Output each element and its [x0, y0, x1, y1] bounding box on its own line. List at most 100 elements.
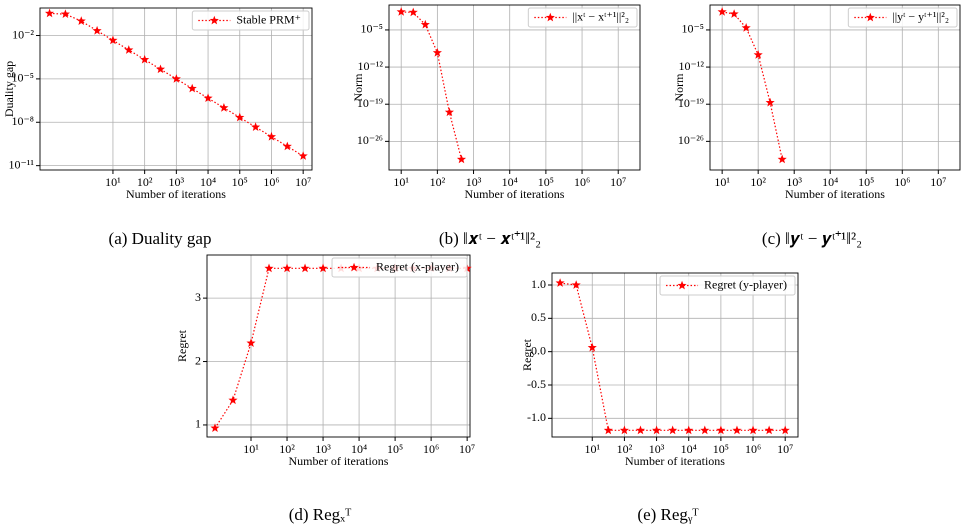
point-marker [748, 425, 758, 435]
x-tick-label: 10⁴ [822, 175, 838, 189]
point-marker [396, 7, 406, 16]
x-tick-label: 10⁴ [502, 175, 518, 189]
legend-box [331, 257, 468, 278]
y-tick-label: 10⁻¹¹ [8, 157, 34, 171]
x-tick-label: 10¹ [584, 442, 600, 456]
y-tick-label: 2 [195, 353, 201, 367]
x-tick-label: 10² [617, 442, 633, 456]
legend: ||yᵗ − yᵗ⁺¹||²₂ [847, 7, 958, 28]
x-tick-label: 10⁶ [423, 442, 439, 456]
legend-box [659, 275, 796, 296]
chart: 10¹ 10² 10³ 10⁴ 10⁵ 10⁶ 10⁷ 10⁻⁵ 10⁻¹² 10⁻¹⁹ 10⁻²⁶… [672, 4, 961, 248]
chart: 10¹ 10² 10³ 10⁴ 10⁵ 10⁶ 10⁷ 1 2 3 Number of iterat… [175, 254, 475, 524]
y-tick-label: 0.0 [531, 343, 546, 357]
y-tick-label: -1.0 [527, 410, 546, 424]
y-tick-label: 10⁻² [12, 27, 34, 41]
legend-label: Stable PRM⁺ [236, 12, 301, 26]
plot-frame [388, 4, 641, 171]
x-axis-label: Number of iterations [785, 187, 885, 201]
legend-label: Regret (y-player) [704, 277, 787, 291]
point-marker [456, 154, 467, 164]
point-marker [780, 425, 790, 435]
chart: 10¹ 10² 10³ 10⁴ 10⁵ 10⁶ 10⁷ 10⁻² 10⁻⁵ 10⁻⁸ 10⁻¹¹ Nu… [2, 7, 313, 248]
point-marker [684, 425, 694, 435]
point-marker [203, 93, 213, 103]
caption: (a) Duality gap [109, 229, 212, 248]
x-tick-label: 10⁶ [894, 175, 910, 189]
point-marker [732, 425, 742, 435]
point-marker [717, 7, 727, 16]
legend-marker [545, 12, 555, 22]
x-tick-label: 10⁵ [232, 175, 248, 189]
x-tick-label: 10³ [315, 442, 331, 456]
point-marker [729, 9, 739, 18]
x-tick-label: 10¹ [393, 175, 409, 189]
point-marker [777, 154, 787, 164]
point-marker [420, 19, 430, 29]
plot-frame [551, 272, 799, 438]
x-tick-label: 10⁶ [574, 175, 590, 189]
x-tick-label: 10¹ [243, 442, 259, 456]
x-tick-label: 10⁴ [351, 442, 367, 456]
legend-label: ||xᵗ − xᵗ⁺¹||²₂ [572, 9, 629, 23]
point-marker [266, 131, 277, 141]
point-marker [298, 151, 308, 160]
x-axis-label: Number of iterations [625, 454, 725, 468]
y-tick-label: 10⁻⁸ [11, 114, 34, 128]
x-tick-label: 10³ [649, 442, 665, 456]
y-tick-label: 1 [195, 417, 201, 431]
x-tick-label: 10² [430, 175, 446, 189]
point-marker [44, 8, 55, 18]
x-axis-label: Number of iterations [126, 187, 226, 201]
x-axis-label: Number of iterations [289, 454, 389, 468]
point-marker [555, 278, 565, 287]
y-tick-label: 10⁻¹⁹ [357, 96, 383, 110]
point-marker [444, 107, 454, 117]
point-marker [124, 45, 134, 54]
legend-marker [677, 280, 687, 290]
point-marker [251, 122, 261, 131]
x-axis-label: Number of iterations [465, 187, 565, 201]
x-tick-label: 10⁴ [200, 175, 216, 189]
point-marker [635, 425, 646, 435]
x-tick-label: 10⁷ [930, 175, 946, 189]
y-tick-label: 10⁻¹² [678, 59, 704, 73]
x-tick-label: 10⁶ [745, 442, 761, 456]
point-marker [187, 83, 197, 93]
plot-frame [709, 4, 961, 171]
y-tick-label: -0.5 [527, 377, 546, 391]
point-marker [282, 141, 292, 151]
y-axis-label: Norm [351, 73, 365, 102]
y-tick-label: 10⁻⁵ [360, 22, 383, 36]
point-marker [603, 425, 613, 435]
legend-marker [209, 15, 219, 25]
point-marker [764, 425, 774, 435]
chart: 10¹ 10² 10³ 10⁴ 10⁵ 10⁶ 10⁷ 10⁻⁵ 10⁻¹² 10⁻¹⁹ 10⁻²⁶… [351, 4, 641, 248]
x-tick-label: 10⁶ [263, 175, 279, 189]
point-marker [300, 263, 310, 273]
point-marker [571, 280, 581, 289]
point-marker [60, 9, 70, 19]
point-marker [408, 7, 418, 17]
point-marker [700, 425, 710, 435]
point-marker [753, 50, 763, 59]
caption: (c) ‖𝒚ᵗ − 𝒚ᵗ⁺¹‖²₂ [762, 229, 862, 248]
point-marker [228, 395, 238, 405]
point-marker [652, 425, 662, 435]
point-marker [282, 263, 292, 273]
caption: (e) Regᵧᵀ [637, 505, 699, 524]
point-marker [765, 97, 775, 107]
series-line [214, 267, 468, 429]
y-axis-label: Regret [520, 338, 534, 371]
point-marker [668, 425, 678, 435]
legend: Regret (x-player) [331, 257, 468, 278]
legend-label: Regret (x-player) [376, 259, 459, 273]
legend-marker [865, 12, 875, 22]
x-tick-label: 10² [279, 442, 295, 456]
x-tick-label: 10⁵ [387, 442, 403, 456]
point-marker [246, 338, 256, 348]
legend-label: ||yᵗ − yᵗ⁺¹||²₂ [892, 9, 949, 23]
legend-box [191, 10, 310, 31]
plot-frame [206, 254, 471, 438]
y-tick-label: 1.0 [531, 277, 546, 291]
